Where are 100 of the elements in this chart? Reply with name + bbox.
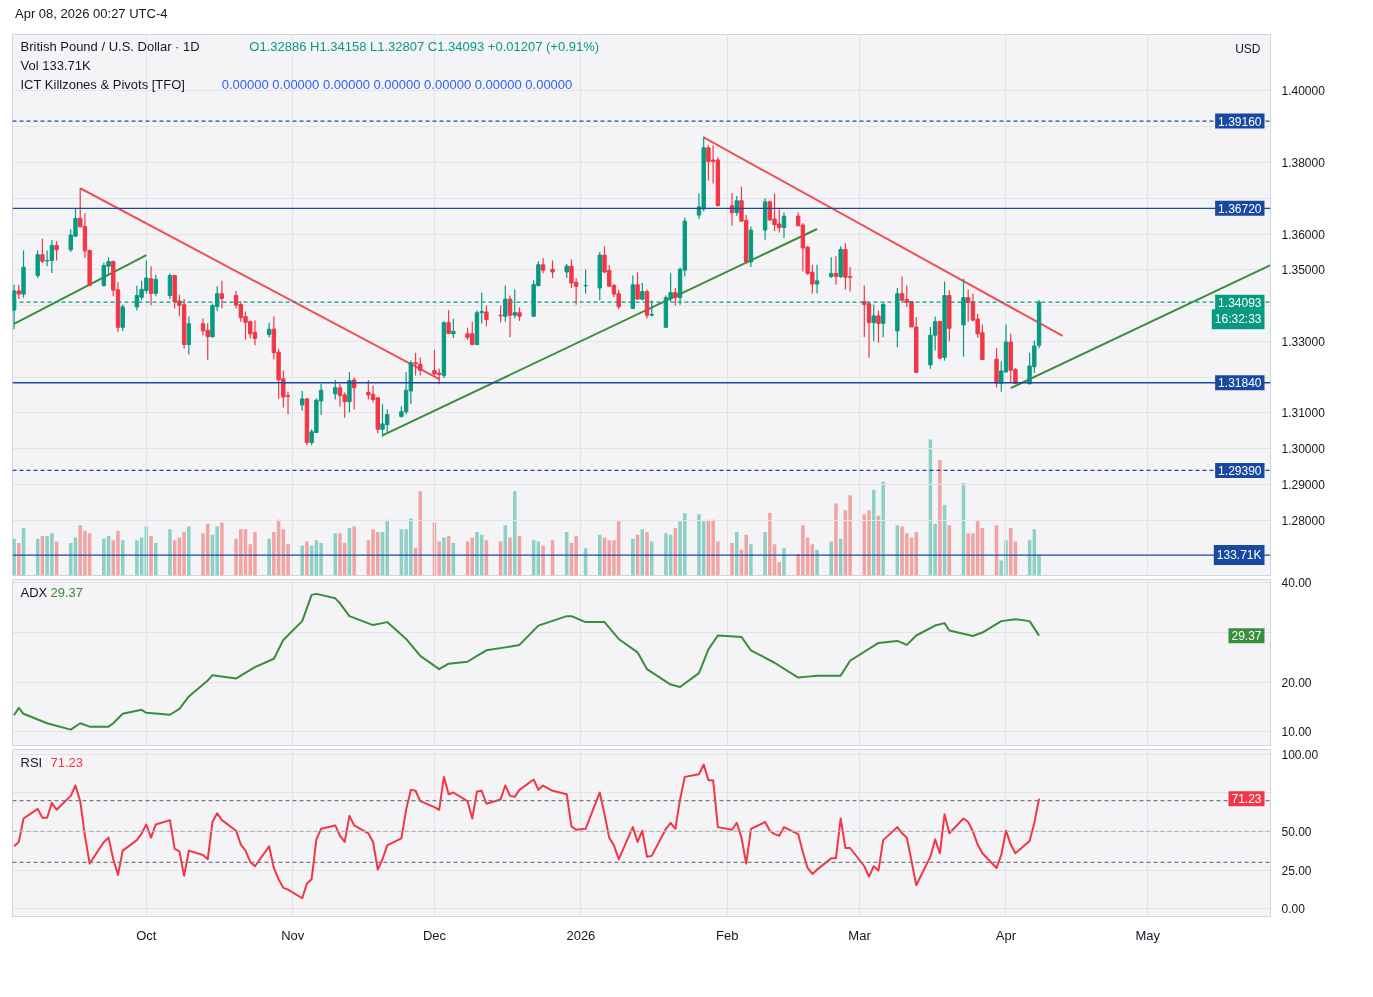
candlestick: [54, 240, 59, 262]
bar: [205, 523, 210, 576]
y-tick-label: 1.38000: [1281, 156, 1326, 171]
bar: [220, 522, 224, 576]
candlestick: [635, 271, 640, 301]
annotation: USD: [1235, 41, 1261, 56]
bar: [815, 549, 819, 576]
text: Apr 08, 2026 00:27 UTC-4: [15, 5, 168, 23]
candlestick: [35, 249, 40, 279]
bar: [881, 481, 885, 576]
candlestick: [40, 238, 45, 264]
bar: [834, 503, 838, 576]
ref-line-label: 1.29390: [1218, 463, 1262, 478]
bar: [475, 532, 479, 576]
y-tick-label: 10.00: [1281, 725, 1312, 740]
y-tick-label: 100.00: [1281, 747, 1319, 762]
ref-line-label: 1.34093: [1218, 295, 1262, 310]
bar: [541, 545, 545, 576]
candlestick: [337, 383, 343, 408]
ref-line-label: 1.36720: [1218, 201, 1262, 216]
x-tick-label: Nov: [281, 927, 305, 943]
bar: [319, 542, 323, 576]
candlestick: [484, 304, 489, 327]
bar: [182, 532, 186, 576]
bar: [267, 538, 271, 576]
candlestick: [167, 272, 173, 300]
candlestick: [347, 371, 352, 414]
candlestick: [120, 303, 125, 332]
candlestick: [148, 265, 154, 306]
bar: [102, 538, 106, 576]
y-tick-label: 1.33000: [1281, 334, 1326, 349]
chart-title: RSI: [20, 755, 43, 770]
y-tick-label: 1.30000: [1281, 442, 1326, 457]
bar: [848, 495, 852, 576]
bar: [508, 537, 512, 576]
text: ADX: [20, 585, 48, 600]
bar: [338, 533, 342, 576]
bar: [768, 512, 772, 576]
y-tick-label: 0.00: [1281, 902, 1306, 917]
candlestick: [219, 280, 225, 309]
y-tick-label: 1.40000: [1281, 84, 1326, 99]
x-tick-label: May: [1135, 927, 1161, 943]
candlestick: [644, 289, 650, 320]
annotation: ICT Killzones & Pivots [TFO]: [20, 77, 185, 92]
ref-line-label: 1.31840: [1218, 376, 1262, 391]
y-tick-label: 1.29000: [1281, 477, 1326, 492]
bar: [135, 540, 139, 576]
x-tick-label: Feb: [716, 927, 739, 943]
annotation: O1.32886 H1.34158 L1.32807 C1.34093 +0.01207 (+0.91%): [249, 39, 600, 54]
annotation: Vol 133.71K: [20, 58, 91, 73]
bar: [749, 544, 753, 576]
annotation: 71.23: [1231, 792, 1262, 807]
candlestick: [994, 347, 999, 389]
annotation: 29.37: [1231, 629, 1262, 644]
candlestick: [734, 195, 739, 217]
bar: [734, 532, 739, 576]
bar: [187, 526, 191, 576]
candlestick: [871, 303, 876, 342]
bar: [871, 489, 876, 576]
annotation: 29.37: [50, 585, 84, 600]
bar: [300, 545, 304, 576]
bar: [442, 537, 446, 576]
candlestick: [186, 316, 192, 356]
candlestick: [205, 322, 210, 361]
annotation: 16:32:33: [1214, 312, 1262, 327]
bar: [598, 534, 602, 576]
annotation: 0.00000 0.00000 0.00000 0.00000 0.00000 0.00000 0.00000: [221, 77, 573, 92]
candlestick: [413, 352, 418, 377]
candlestick: [333, 379, 338, 401]
candlestick: [101, 262, 107, 288]
bar: [829, 541, 833, 576]
candlestick: [49, 239, 55, 274]
bar: [744, 534, 748, 576]
candlestick: [966, 288, 971, 323]
bar: [914, 532, 919, 576]
candlestick: [829, 256, 834, 279]
candlestick: [451, 318, 456, 339]
x-tick-label: 2026: [566, 927, 596, 943]
candlestick: [876, 309, 881, 344]
candlestick: [866, 301, 872, 359]
bar: [385, 519, 389, 576]
y-tick-label: 1.35000: [1281, 263, 1326, 278]
candlestick: [814, 264, 820, 294]
bar: [574, 536, 578, 576]
candlestick: [781, 211, 787, 239]
bar: [763, 532, 767, 576]
bar: [352, 526, 356, 576]
y-tick-label: 50.00: [1281, 824, 1312, 839]
y-tick-label: 1.31000: [1281, 406, 1326, 421]
candlestick: [583, 268, 588, 294]
y-tick-label: 25.00: [1281, 863, 1312, 878]
candlestick: [366, 379, 371, 401]
bar: [154, 542, 158, 576]
bar: [168, 529, 172, 576]
bar: [17, 542, 21, 576]
bar: [664, 533, 668, 576]
bar: [631, 538, 635, 576]
y-tick-label: 1.36000: [1281, 227, 1326, 242]
x-tick-label: Apr: [995, 927, 1017, 943]
chart-title: British Pound / U.S. Dollar · 1D: [20, 39, 200, 54]
